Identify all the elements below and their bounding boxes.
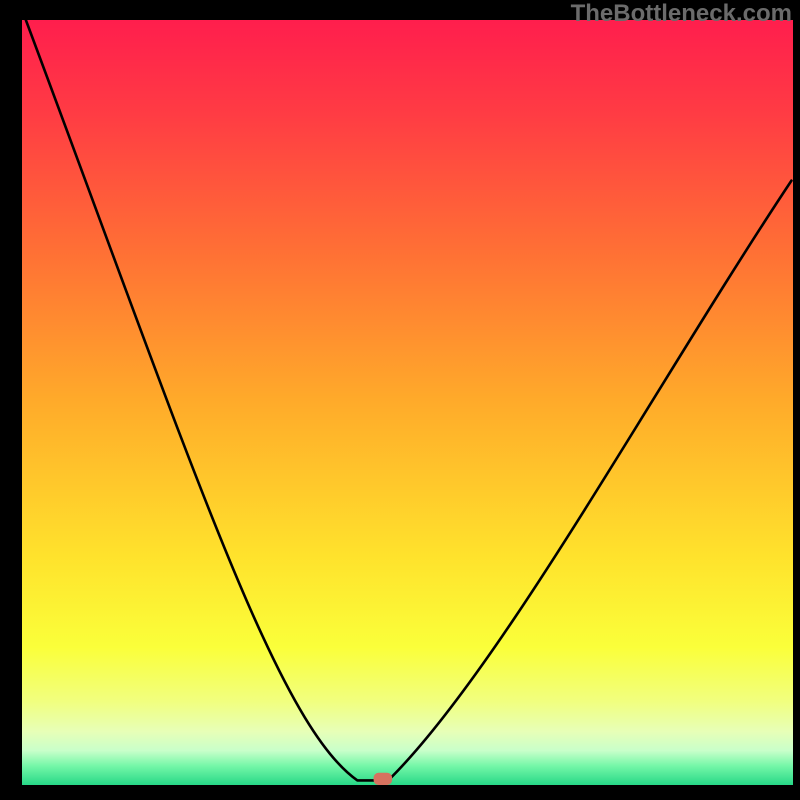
chart-frame: TheBottleneck.com [0, 0, 800, 800]
bottleneck-chart [22, 20, 793, 785]
watermark-text: TheBottleneck.com [571, 0, 792, 28]
optimal-marker [374, 773, 393, 785]
